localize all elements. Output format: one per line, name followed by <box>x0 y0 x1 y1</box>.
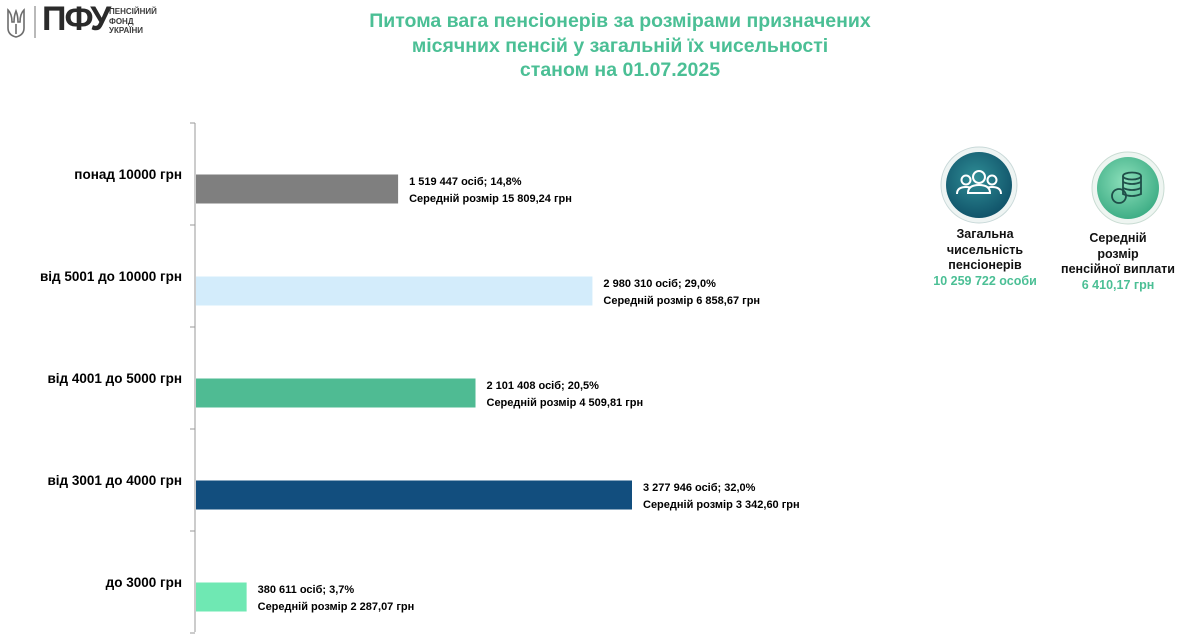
data-label-average: Середній розмір 15 809,24 грн <box>409 193 572 205</box>
total-pensioners-value: 10 259 722 особи <box>933 273 1037 288</box>
chart-title-line: станом на 01.07.2025 <box>519 59 721 81</box>
people-group-icon <box>940 146 1018 224</box>
total-pensioners-summary: Загальна чисельність пенсіонерів 10 259 … <box>912 227 1058 289</box>
average-payment-label: Середній <box>1089 231 1147 245</box>
category-label: понад 10000 грн <box>74 167 182 182</box>
category-label: від 5001 до 10000 грн <box>40 269 182 284</box>
total-pensioners-label: пенсіонерів <box>948 258 1022 272</box>
chart-title-line: Питома вага пенсіонерів за розмірами при… <box>369 10 871 32</box>
logo-subtitle-line: ПЕНСІЙНИЙ <box>109 7 157 16</box>
average-payment-label: розмір <box>1097 246 1139 261</box>
data-label: 380 611 осіб; 3,7% <box>258 584 355 596</box>
category-label: від 4001 до 5000 грн <box>47 371 182 386</box>
chart-title-line: місячних пенсій у загальній їх чисельнос… <box>411 34 829 57</box>
data-label-average: Середній розмір 3 342,60 грн <box>643 499 800 511</box>
bar <box>196 582 247 612</box>
average-payment-label: пенсійної виплати <box>1061 262 1175 276</box>
data-label: 2 101 408 осіб; 20,5% <box>487 380 600 392</box>
data-label: 3 277 946 осіб; 32,0% <box>643 482 756 494</box>
logo-divider <box>34 6 36 38</box>
pfu-logo: ПФУ ПЕНСІЙНИЙ ФОНД УКРАЇНИ <box>6 0 166 40</box>
bar <box>196 378 476 408</box>
logo-subtitle-line: ФОНД <box>109 16 134 26</box>
trident-icon <box>7 8 25 38</box>
bar <box>196 480 632 510</box>
data-label-average: Середній розмір 4 509,81 грн <box>487 397 644 409</box>
total-pensioners-label: чисельність <box>946 242 1024 257</box>
bar <box>196 174 399 204</box>
logo-subtitle: ПЕНСІЙНИЙ ФОНД УКРАЇНИ <box>109 7 157 36</box>
data-label-average: Середній розмір 6 858,67 грн <box>603 295 760 307</box>
total-pensioners-label: Загальна <box>956 227 1014 241</box>
bar <box>196 276 593 306</box>
category-label: до 3000 грн <box>106 575 182 590</box>
category-label: від 3001 до 4000 грн <box>47 473 182 488</box>
logo-mark: ПФУ <box>42 0 111 38</box>
chart-title: Питома вага пенсіонерів за розмірами при… <box>260 9 980 83</box>
logo-subtitle-line: УКРАЇНИ <box>109 26 144 35</box>
data-label: 2 980 310 осіб; 29,0% <box>603 278 716 290</box>
data-label: 1 519 447 осіб; 14,8% <box>409 176 522 188</box>
average-payment-value: 6 410,17 грн <box>1081 277 1155 292</box>
coins-stack-icon <box>1091 151 1165 225</box>
data-label-average: Середній розмір 2 287,07 грн <box>258 601 415 613</box>
average-payment-summary: Середній розмір пенсійної виплати 6 410,… <box>1052 231 1184 293</box>
